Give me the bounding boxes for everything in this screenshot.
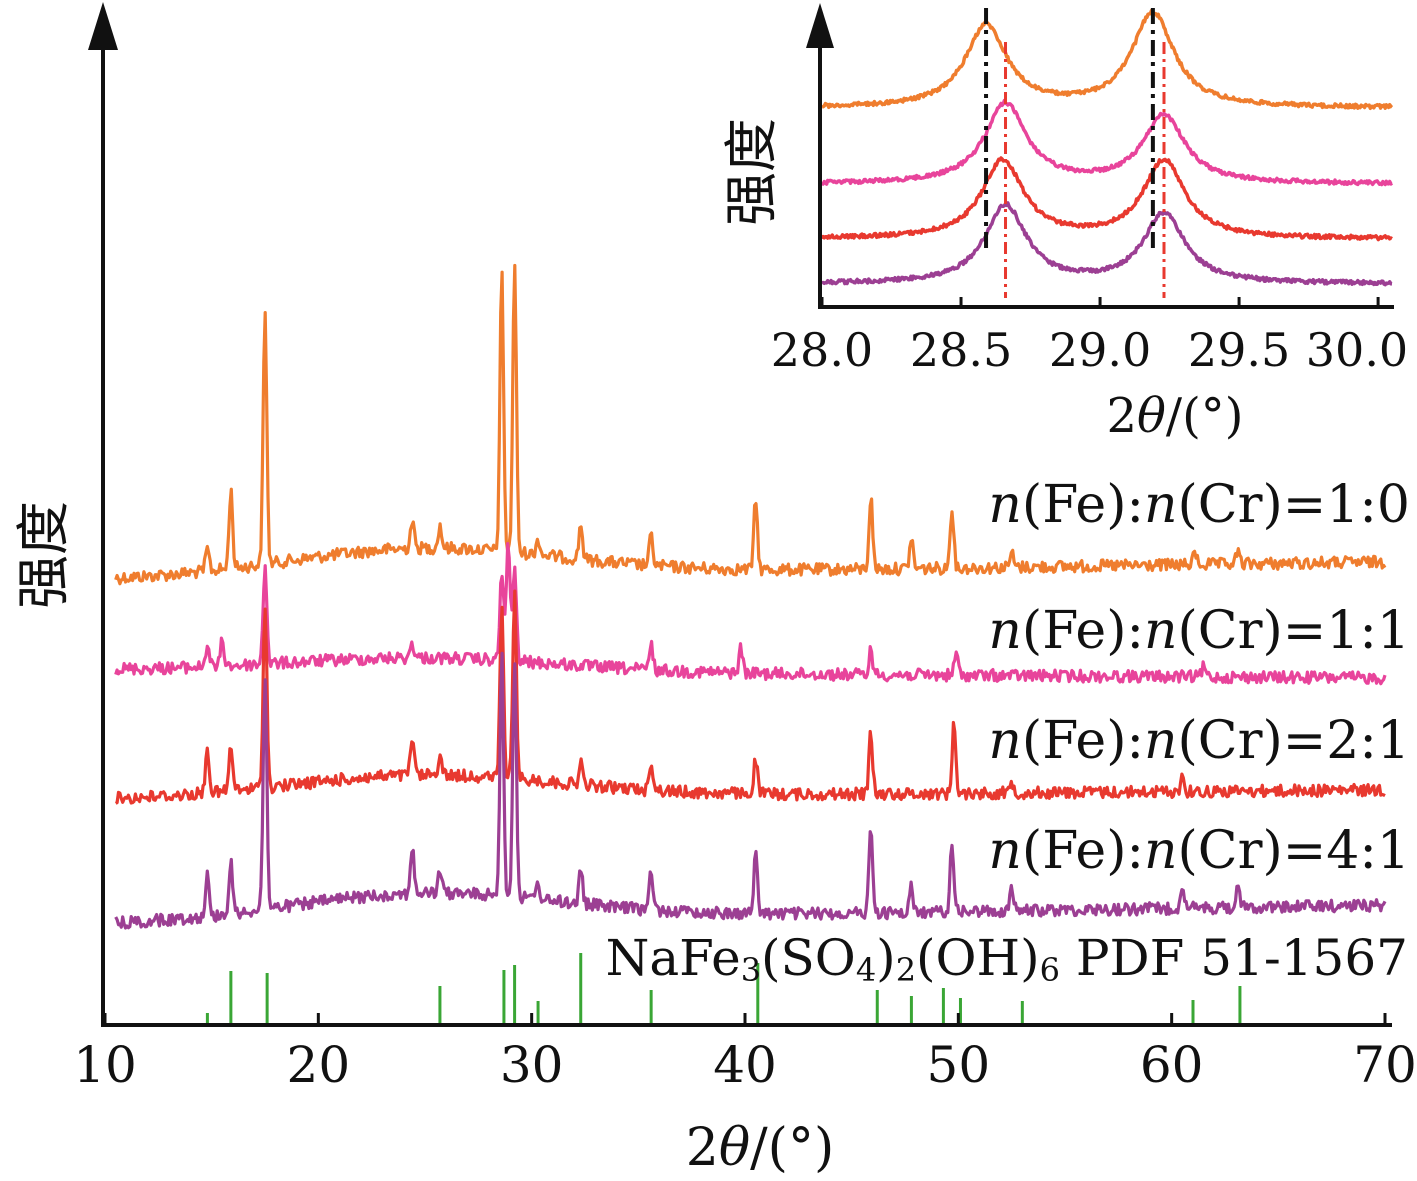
main-x-ticks: 10 20 30 40 50 60 70 <box>73 1013 1417 1094</box>
xrd-trace-3 <box>114 589 1386 805</box>
inset-trace-2 <box>820 98 1394 187</box>
inset-tick-label: 28.5 <box>910 323 1012 377</box>
reference-sticks <box>205 953 1242 1023</box>
x-tick-label: 70 <box>1353 1036 1417 1094</box>
series-label-1: n(Fe):n(Cr)=1:0 <box>988 475 1410 535</box>
xrd-trace-1 <box>114 263 1387 586</box>
inset-x-ticks: 28.0 28.5 29.0 29.5 30.0 <box>771 297 1408 377</box>
reference-label: NaFe3(SO4)2(OH)6 PDF 51-1567 <box>606 929 1408 989</box>
xrd-trace-4 <box>114 651 1387 930</box>
main-x-axis-title: 2θ/(°) <box>686 1118 835 1178</box>
inset-x-axis-title: 2θ/(°) <box>1106 388 1243 444</box>
inset-chart: 28.0 28.5 29.0 29.5 30.0 2θ/(°) 强度 <box>720 3 1408 444</box>
x-tick-label: 60 <box>1140 1036 1204 1094</box>
inset-trace-3 <box>820 156 1393 242</box>
series-label-4: n(Fe):n(Cr)=4:1 <box>988 821 1410 881</box>
inset-tick-label: 30.0 <box>1306 323 1408 377</box>
main-y-axis-title: 强度 <box>12 501 75 609</box>
inset-tick-label: 28.0 <box>771 323 873 377</box>
inset-tick-label: 29.0 <box>1049 323 1151 377</box>
inset-tick-label: 29.5 <box>1188 323 1290 377</box>
main-series-group <box>114 263 1387 930</box>
series-label-3: n(Fe):n(Cr)=2:1 <box>988 711 1410 771</box>
inset-y-axis-arrow <box>806 3 834 48</box>
main-y-axis-arrow <box>88 2 118 50</box>
main-chart: 10 20 30 40 50 60 70 2θ/(°) 强度 n(Fe):n(Cr)=1:0… <box>12 2 1417 1178</box>
series-label-2: n(Fe):n(Cr)=1:1 <box>988 601 1410 661</box>
x-tick-label: 30 <box>500 1036 564 1094</box>
inset-series-group <box>820 8 1394 287</box>
x-tick-label: 10 <box>73 1036 137 1094</box>
inset-y-axis-title: 强度 <box>720 118 783 226</box>
x-tick-label: 40 <box>713 1036 777 1094</box>
x-tick-label: 50 <box>927 1036 991 1094</box>
inset-reference-lines <box>984 8 1166 298</box>
x-tick-label: 20 <box>287 1036 351 1094</box>
xrd-trace-2 <box>114 541 1387 686</box>
inset-trace-4 <box>820 201 1393 287</box>
series-labels: n(Fe):n(Cr)=1:0 n(Fe):n(Cr)=1:1 n(Fe):n(Cr… <box>988 475 1410 881</box>
inset-trace-1 <box>821 8 1394 111</box>
